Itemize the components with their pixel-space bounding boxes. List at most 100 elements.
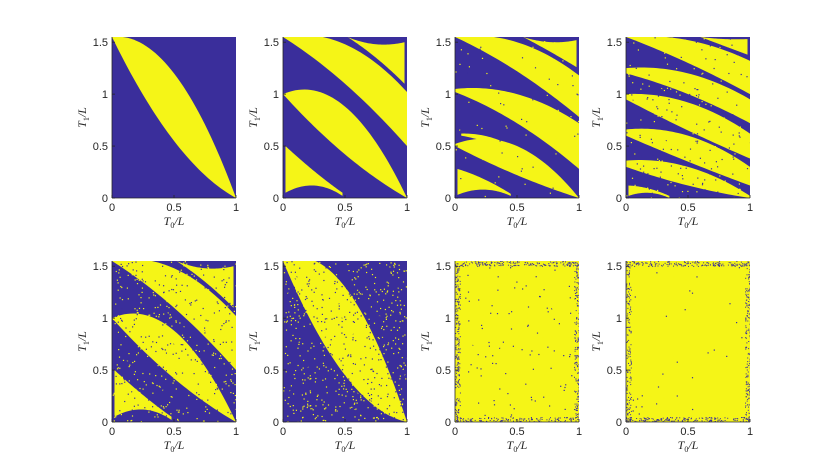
speckle [667,184,669,186]
x-tick-label: 0.5 [337,426,352,438]
speckle [304,298,307,301]
speckle [575,93,577,95]
speckle [215,389,217,391]
speckle [724,180,726,182]
edge-speckle [458,328,460,330]
speckle [643,320,645,322]
edge-speckle [741,417,742,419]
speckle [384,373,386,375]
speckle [713,67,715,70]
edge-speckle [626,294,628,296]
speckle [353,284,356,286]
speckle [371,375,373,377]
speckle [570,312,572,314]
speckle [175,369,177,371]
speckle [183,407,185,409]
y-tick-label: 0.5 [436,141,451,153]
edge-speckle [704,264,706,266]
y-tick-label: 1.5 [93,261,108,273]
edge-speckle [515,262,517,264]
speckle [314,398,317,400]
speckle [196,344,198,346]
speckle [386,291,388,293]
speckle [306,283,308,285]
speckle [354,312,356,314]
speckle [112,318,115,321]
speckle [361,373,363,376]
edge-speckle [502,265,504,266]
speckle [346,370,348,372]
edge-speckle [456,266,458,268]
edge-speckle [484,418,486,419]
speckle [701,184,704,186]
speckle [351,279,353,281]
edge-speckle [745,325,747,327]
edge-speckle [655,420,656,422]
speckle [187,412,189,414]
speckle [229,413,231,415]
speckle [170,413,172,415]
speckle [461,355,463,357]
edge-speckle [749,331,750,333]
speckle [146,288,148,290]
edge-speckle [731,263,733,265]
edge-speckle [626,296,628,298]
speckle [696,133,699,135]
speckle [717,130,719,132]
speckle [367,407,369,409]
speckle [155,315,157,317]
speckle [303,302,305,304]
edge-speckle [496,417,498,419]
edge-speckle [628,266,629,268]
speckle [740,73,742,76]
edge-speckle [515,265,517,267]
speckle [311,300,313,302]
speckle [644,167,646,169]
edge-speckle [745,302,747,304]
speckle [714,149,717,151]
speckle [376,416,378,419]
speckle [117,315,119,317]
edge-speckle [696,264,698,266]
yellow-region-4 [114,370,172,420]
speckle [176,266,179,268]
edge-speckle [525,420,527,422]
speckle [569,354,571,356]
edge-speckle [489,264,491,266]
speckle [120,322,122,324]
edge-speckle [627,404,629,406]
speckle [182,344,184,346]
edge-speckle [746,363,748,365]
edge-speckle [556,265,558,267]
speckle [235,285,236,287]
edge-speckle [748,330,750,332]
speckle [681,97,683,99]
edge-speckle [628,274,630,275]
edge-speckle [657,265,659,267]
speckle [657,171,659,173]
speckle [463,99,465,101]
speckle [741,112,743,114]
speckle [225,410,227,412]
speckle [222,341,224,343]
speckle [495,337,497,339]
edge-speckle [482,262,484,263]
edge-speckle [732,264,734,266]
speckle [638,126,640,128]
edge-speckle [553,261,555,263]
edge-speckle [627,408,629,410]
edge-speckle [457,363,459,365]
edge-speckle [578,288,579,290]
x-tick-label: 0 [452,202,458,214]
edge-speckle [455,315,457,317]
speckle [352,270,354,273]
x-axis-label: T0/L [164,438,185,454]
edge-speckle [559,417,561,419]
speckle [165,352,168,354]
speckle [129,351,131,353]
speckle [733,61,735,63]
speckle [710,105,712,107]
speckle [221,327,223,329]
speckle [330,399,332,401]
speckle [552,308,554,310]
